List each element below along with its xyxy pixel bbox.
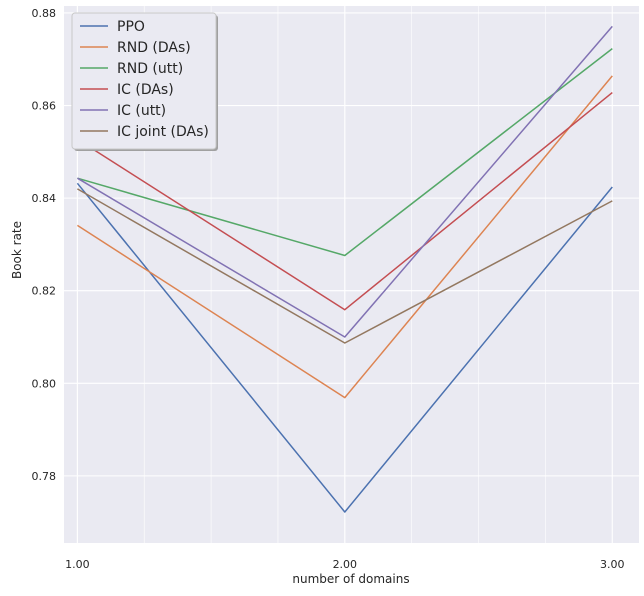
x-tick-label-2: 3.00 — [600, 558, 625, 571]
x-tick-label-0: 1.00 — [65, 558, 90, 571]
series-line-2 — [77, 48, 613, 257]
y-tick-label-5: 0.88 — [32, 7, 57, 20]
y-tick-label-3: 0.84 — [32, 192, 57, 205]
y-tick-label-4: 0.86 — [32, 100, 57, 113]
legend-label-0: PPO — [117, 19, 145, 35]
legend-label-5: IC joint (DAs) — [117, 124, 209, 140]
legend: PPO RND (DAs) RND (utt) IC (DAs) IC (utt) IC … — [71, 12, 218, 151]
series-line-4 — [77, 25, 613, 338]
series-lines — [76, 25, 613, 513]
y-axis-label: Book rate — [10, 221, 24, 279]
y-tick-label-1: 0.80 — [32, 377, 57, 390]
series-line-5 — [77, 188, 613, 344]
y-tick-label-2: 0.82 — [32, 285, 57, 298]
series-line-1 — [76, 75, 613, 399]
x-axis: 1.00 2.00 3.00 — [65, 558, 624, 571]
legend-label-2: RND (utt) — [117, 61, 183, 77]
y-axis: 0.78 0.80 0.82 0.84 0.86 0.88 — [32, 7, 57, 483]
legend-label-3: IC (DAs) — [117, 82, 174, 98]
series-line-0 — [76, 182, 613, 513]
x-tick-label-1: 2.00 — [333, 558, 358, 571]
grid — [64, 6, 639, 543]
series-line-3 — [76, 92, 613, 311]
y-tick-label-0: 0.78 — [32, 470, 57, 483]
x-axis-label: number of domains — [292, 572, 409, 586]
legend-label-4: IC (utt) — [117, 103, 166, 119]
legend-label-1: RND (DAs) — [117, 40, 191, 56]
